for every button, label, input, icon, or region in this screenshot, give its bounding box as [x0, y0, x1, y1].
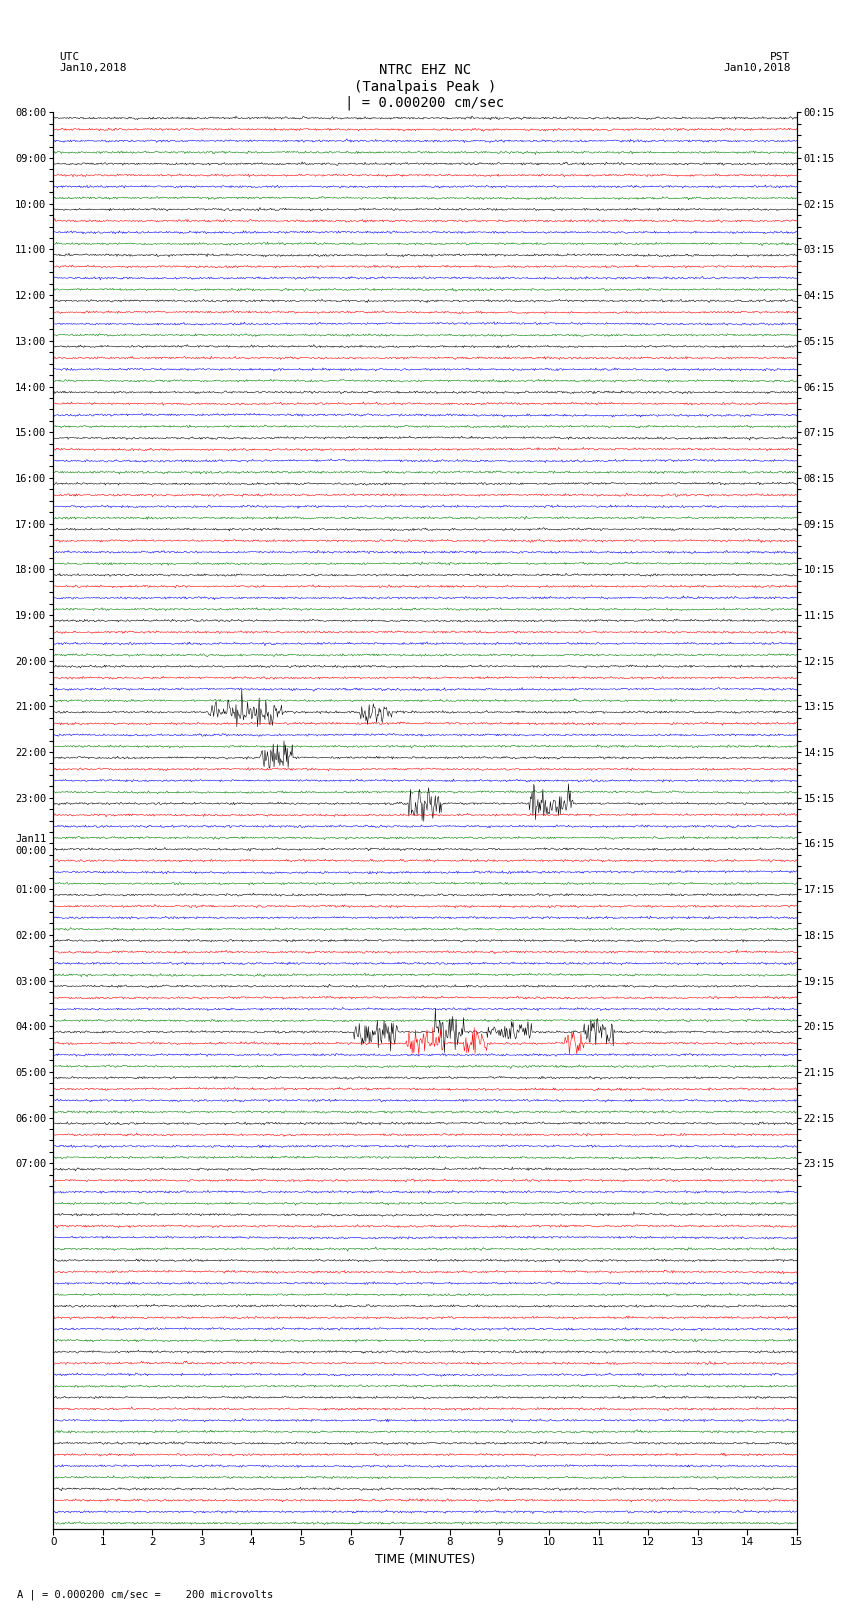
Text: A | = 0.000200 cm/sec =    200 microvolts: A | = 0.000200 cm/sec = 200 microvolts — [17, 1589, 273, 1600]
X-axis label: TIME (MINUTES): TIME (MINUTES) — [375, 1553, 475, 1566]
Text: UTC
Jan10,2018: UTC Jan10,2018 — [60, 52, 127, 73]
Text: PST
Jan10,2018: PST Jan10,2018 — [723, 52, 791, 73]
Title: NTRC EHZ NC
(Tanalpais Peak )
| = 0.000200 cm/sec: NTRC EHZ NC (Tanalpais Peak ) | = 0.0002… — [345, 63, 505, 110]
